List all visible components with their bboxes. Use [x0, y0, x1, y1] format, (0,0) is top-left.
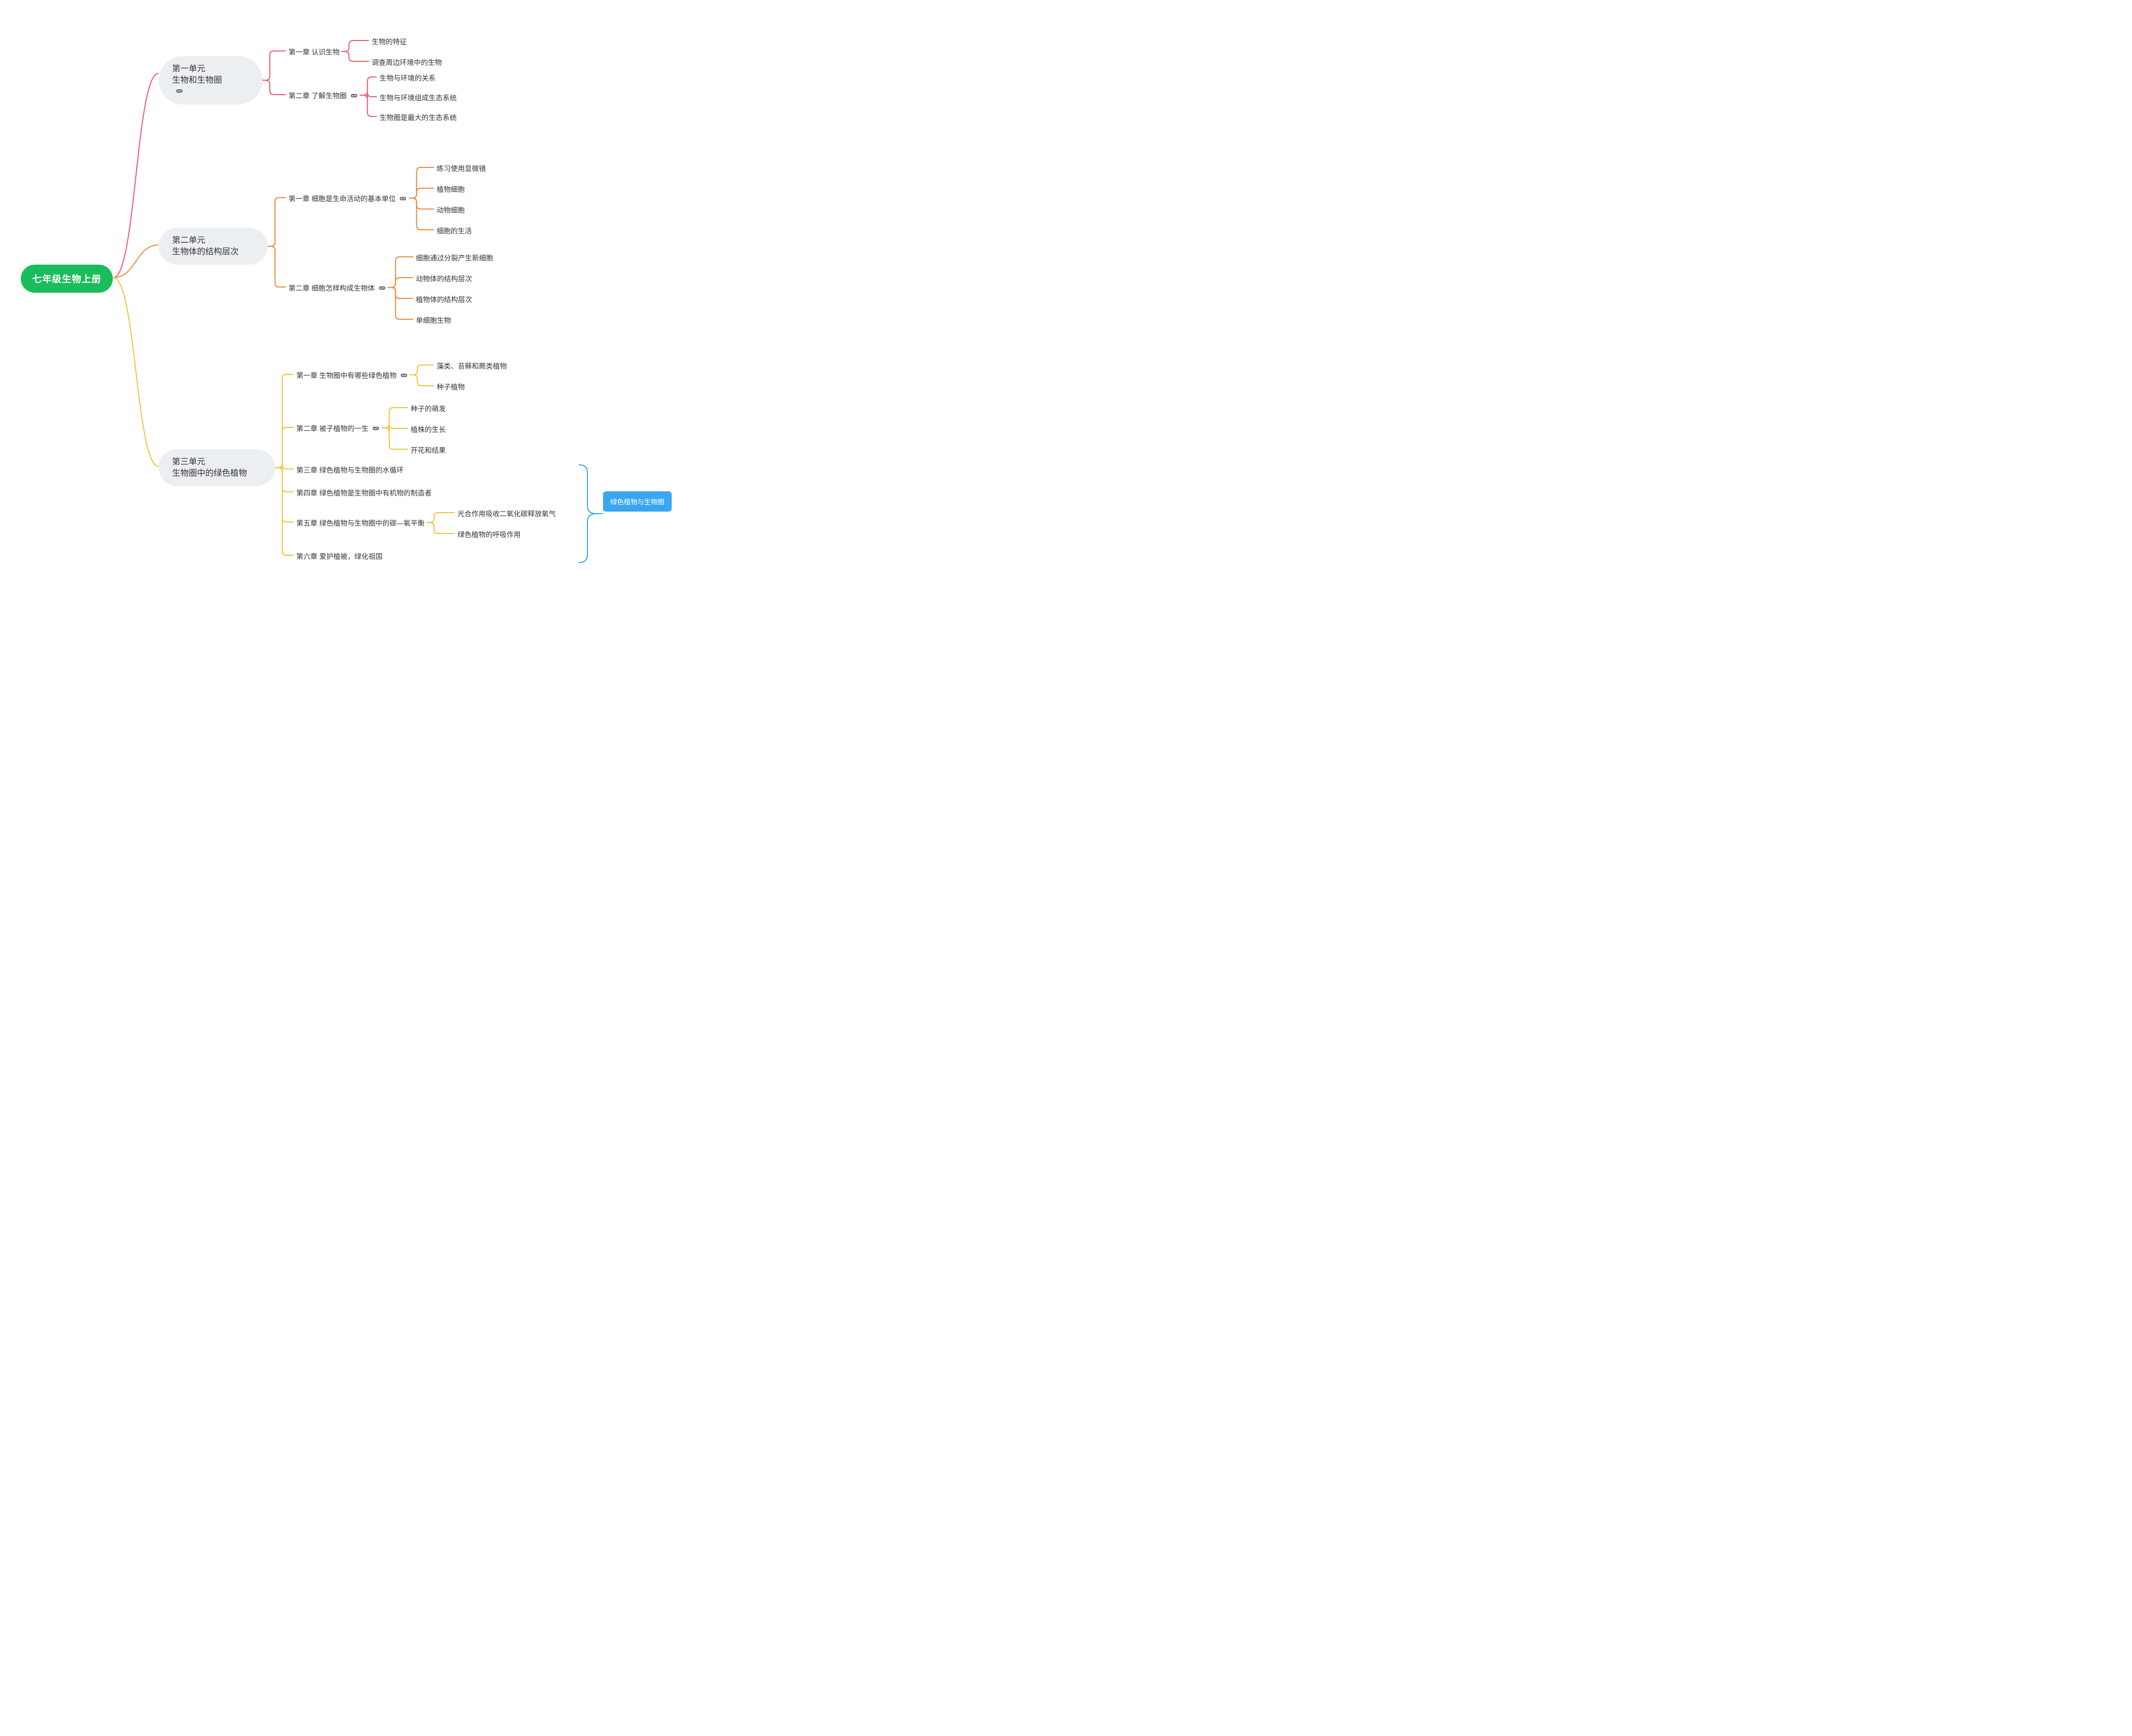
leaf-node[interactable]: 细胞的生活: [437, 225, 472, 236]
leaf-node[interactable]: 动物细胞: [437, 204, 465, 215]
leaf-node[interactable]: 生物的特征: [372, 36, 407, 46]
leaf-label: 种子的萌发: [411, 405, 446, 413]
link-icon: [175, 87, 184, 95]
leaf-node[interactable]: 细胞通过分裂产生新细胞: [416, 252, 493, 263]
link-icon: [372, 425, 380, 432]
leaf-label: 动物细胞: [437, 206, 465, 214]
unit-title-line2: 生物和生物圈: [172, 75, 249, 86]
chapter-node[interactable]: 第一章 细胞是生命活动的基本单位: [289, 193, 407, 203]
chapter-node[interactable]: 第二章 了解生物圈: [289, 90, 358, 100]
leaf-label: 生物圈是最大的生态系统: [380, 114, 457, 122]
leaf-node[interactable]: 植物体的结构层次: [416, 294, 472, 304]
leaf-label: 开花和结果: [411, 447, 446, 454]
chapter-node[interactable]: 第一章 生物圈中有哪些绿色植物: [296, 370, 408, 380]
chapter-node[interactable]: 第六章 爱护植被，绿化祖国: [296, 551, 383, 561]
unit-title-line2: 生物体的结构层次: [172, 246, 254, 258]
leaf-label: 调查周边环境中的生物: [372, 59, 442, 67]
unit-title-line1: 第三单元: [172, 456, 261, 468]
leaf-node[interactable]: 藻类、苔藓和蕨类植物: [437, 360, 507, 371]
leaf-node[interactable]: 光合作用吸收二氧化碳释放氧气: [457, 508, 556, 518]
leaf-node[interactable]: 种子的萌发: [411, 403, 446, 413]
leaf-node[interactable]: 植物细胞: [437, 184, 465, 194]
unit-node[interactable]: 第一单元生物和生物圈: [159, 56, 263, 105]
leaf-label: 生物与环境组成生态系统: [380, 94, 457, 102]
chapter-label: 第一章 生物圈中有哪些绿色植物: [296, 372, 397, 380]
leaf-node[interactable]: 种子植物: [437, 381, 465, 391]
leaf-label: 生物的特征: [372, 38, 407, 46]
chapter-label: 第二章 了解生物圈: [289, 92, 347, 100]
leaf-label: 单细胞生物: [416, 317, 451, 324]
leaf-node[interactable]: 开花和结果: [411, 445, 446, 455]
leaf-node[interactable]: 生物圈是最大的生态系统: [380, 112, 457, 122]
chapter-node[interactable]: 第三章 绿色植物与生物圈的水循环: [296, 464, 403, 475]
leaf-label: 种子植物: [437, 383, 465, 391]
leaf-label: 动物体的结构层次: [416, 275, 472, 283]
mindmap-canvas: 七年级生物上册 第一单元生物和生物圈 第一章 认识生物 生物的特征调查周边环境中的生物…: [0, 0, 711, 579]
leaf-node[interactable]: 练习使用显微镜: [437, 163, 486, 173]
link-icon: [350, 92, 358, 99]
root-node[interactable]: 七年级生物上册: [21, 265, 113, 293]
unit-title-line2-wrap: 生物体的结构层次: [172, 246, 254, 258]
summary-label: 绿色植物与生物圈: [610, 498, 664, 506]
leaf-label: 细胞通过分裂产生新细胞: [416, 254, 493, 262]
chapter-node[interactable]: 第一章 认识生物: [289, 46, 339, 57]
chapter-label: 第五章 绿色植物与生物圈中的碳—氧平衡: [296, 519, 425, 527]
summary-box[interactable]: 绿色植物与生物圈: [603, 491, 672, 512]
chapter-node[interactable]: 第二章 细胞怎样构成生物体: [289, 282, 386, 293]
link-icon: [400, 372, 408, 379]
leaf-label: 绿色植物的呼吸作用: [457, 531, 521, 539]
chapter-label: 第一章 细胞是生命活动的基本单位: [289, 195, 396, 203]
unit-title-line2-wrap: 生物和生物圈: [172, 75, 249, 97]
leaf-node[interactable]: 动物体的结构层次: [416, 273, 472, 283]
chapter-label: 第三章 绿色植物与生物圈的水循环: [296, 466, 403, 474]
unit-node[interactable]: 第二单元生物体的结构层次: [159, 228, 268, 265]
leaf-label: 生物与环境的关系: [380, 74, 436, 82]
chapter-node[interactable]: 第四章 绿色植物是生物圈中有机物的制造者: [296, 487, 431, 498]
unit-title-line2: 生物圈中的绿色植物: [172, 468, 261, 479]
root-label: 七年级生物上册: [32, 274, 101, 284]
link-icon: [399, 195, 407, 202]
chapter-label: 第六章 爱护植被，绿化祖国: [296, 553, 383, 560]
leaf-label: 植物细胞: [437, 186, 465, 193]
chapter-node[interactable]: 第二章 被子植物的一生: [296, 423, 380, 433]
unit-node[interactable]: 第三单元生物圈中的绿色植物: [159, 449, 275, 486]
leaf-node[interactable]: 生物与环境的关系: [380, 72, 436, 83]
chapter-label: 第二章 被子植物的一生: [296, 425, 369, 433]
unit-title-line2-wrap: 生物圈中的绿色植物: [172, 468, 261, 479]
leaf-node[interactable]: 绿色植物的呼吸作用: [457, 529, 521, 539]
leaf-node[interactable]: 生物与环境组成生态系统: [380, 92, 457, 102]
chapter-label: 第二章 细胞怎样构成生物体: [289, 284, 375, 292]
leaf-label: 光合作用吸收二氧化碳释放氧气: [457, 510, 556, 518]
leaf-label: 植株的生长: [411, 426, 446, 434]
chapter-label: 第一章 认识生物: [289, 48, 339, 56]
unit-title-line1: 第一单元: [172, 63, 249, 75]
leaf-label: 植物体的结构层次: [416, 296, 472, 304]
unit-title-line1: 第二单元: [172, 235, 254, 246]
leaf-node[interactable]: 植株的生长: [411, 424, 446, 434]
leaf-node[interactable]: 调查周边环境中的生物: [372, 57, 442, 67]
leaf-label: 细胞的生活: [437, 227, 472, 235]
chapter-node[interactable]: 第五章 绿色植物与生物圈中的碳—氧平衡: [296, 517, 425, 528]
link-icon: [378, 284, 386, 292]
leaf-label: 藻类、苔藓和蕨类植物: [437, 362, 507, 370]
leaf-node[interactable]: 单细胞生物: [416, 315, 451, 325]
leaf-label: 练习使用显微镜: [437, 165, 486, 173]
chapter-label: 第四章 绿色植物是生物圈中有机物的制造者: [296, 489, 431, 497]
